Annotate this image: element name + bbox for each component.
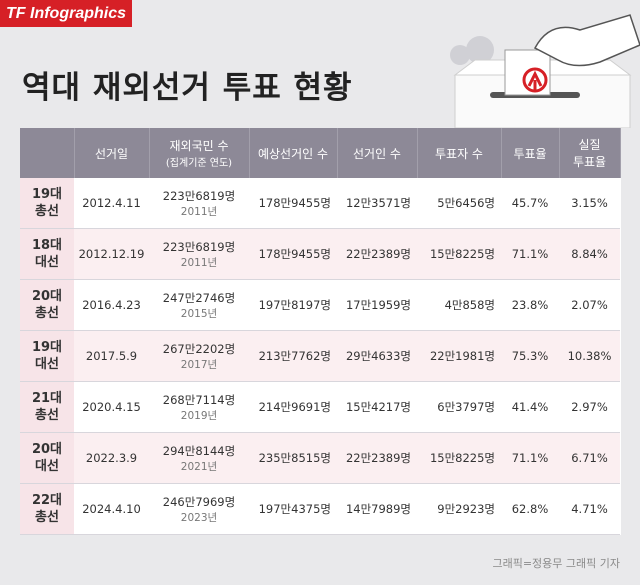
expected-voters-cell: 214만9691명 — [249, 381, 337, 433]
turnout-count-cell: 5만6456명 — [417, 178, 501, 229]
turnout-count-cell: 22만1981명 — [417, 330, 501, 382]
base-year: 2019년 — [180, 409, 218, 422]
page-title: 역대 재외선거 투표 현황 — [22, 70, 353, 106]
table-row: 22대 총선 2024.4.10 246만7969명 2023년 197만4375명 14만… — [20, 483, 620, 535]
election-name-cell: 19대 총선 — [20, 178, 74, 229]
column-header-label: 선거일 — [94, 146, 129, 161]
real-turnout-cell: 2.97% — [559, 381, 620, 433]
election-name-cell: 21대 총선 — [20, 381, 74, 433]
turnout-rate-cell: 41.4% — [501, 381, 559, 433]
election-name-cell: 18대 대선 — [20, 228, 74, 280]
date-cell: 2017.5.9 — [74, 330, 149, 382]
column-header: 선거인 수 — [337, 128, 418, 178]
voters-cell: 14만7989명 — [337, 483, 417, 535]
date-cell: 2012.12.19 — [74, 228, 149, 280]
table-row: 19대 총선 2012.4.11 223만6819명 2011년 178만9455명 12만… — [20, 178, 620, 229]
turnout-rate-cell: 62.8% — [501, 483, 559, 535]
turnout-rate-cell: 75.3% — [501, 330, 559, 382]
turnout-rate-cell: 45.7% — [501, 178, 559, 229]
date-cell: 2016.4.23 — [74, 279, 149, 331]
table-row: 19대 대선 2017.5.9 267만2202명 2017년 213만7762명 29만4… — [20, 330, 620, 382]
column-header: 투표자 수 — [417, 128, 502, 178]
overseas-cell: 246만7969명 2023년 — [149, 483, 249, 535]
column-header: 선거일 — [74, 128, 150, 178]
voters-cell: 15만4217명 — [337, 381, 417, 433]
ballot-box-illustration — [450, 14, 640, 128]
table-header-row: 선거일 재외국민 수 (집계기준 연도) 예상선거인 수 선거인 수 투표자 수 투표율 실질… — [20, 128, 621, 178]
voters-cell: 29만4633명 — [337, 330, 417, 382]
base-year: 2011년 — [180, 256, 218, 269]
column-header-sub: 투표율 — [572, 155, 607, 169]
voters-cell: 22만2389명 — [337, 228, 417, 280]
overseas-cell: 294만8144명 2021년 — [149, 432, 249, 484]
table-row: 20대 총선 2016.4.23 247만2746명 2015년 197만8197명 17만… — [20, 279, 620, 331]
real-turnout-cell: 8.84% — [559, 228, 620, 280]
column-header-label: 선거인 수 — [353, 146, 401, 161]
voters-cell: 17만1959명 — [337, 279, 417, 331]
turnout-rate-cell: 71.1% — [501, 432, 559, 484]
column-header: 재외국민 수 (집계기준 연도) — [149, 128, 250, 178]
expected-voters-cell: 197만8197명 — [249, 279, 337, 331]
base-year: 2021년 — [180, 460, 218, 473]
expected-voters-cell: 213만7762명 — [249, 330, 337, 382]
date-cell: 2024.4.10 — [74, 483, 149, 535]
turnout-rate-cell: 71.1% — [501, 228, 559, 280]
overseas-cell: 223만6819명 2011년 — [149, 228, 249, 280]
date-cell: 2020.4.15 — [74, 381, 149, 433]
column-header-label: 투표율 — [513, 146, 547, 161]
real-turnout-cell: 6.71% — [559, 432, 620, 484]
election-table: 선거일 재외국민 수 (집계기준 연도) 예상선거인 수 선거인 수 투표자 수 투표율 실질… — [20, 128, 621, 535]
table-row: 20대 대선 2022.3.9 294만8144명 2021년 235만8515명 22만2… — [20, 432, 620, 484]
election-name-cell: 22대 총선 — [20, 483, 74, 535]
date-cell: 2012.4.11 — [74, 178, 149, 229]
overseas-cell: 247만2746명 2015년 — [149, 279, 249, 331]
credit-text: 그래픽=정용무 그래픽 기자 — [492, 557, 620, 570]
turnout-count-cell: 4만858명 — [417, 279, 501, 331]
column-header-sub: (집계기준 연도) — [165, 158, 233, 169]
turnout-count-cell: 15만8225명 — [417, 228, 501, 280]
election-name-cell: 19대 대선 — [20, 330, 74, 382]
base-year: 2011년 — [180, 205, 218, 218]
table-row: 21대 총선 2020.4.15 268만7114명 2019년 214만9691명 15만… — [20, 381, 620, 433]
column-header-label: 예상선거인 수 — [257, 146, 329, 161]
real-turnout-cell: 2.07% — [559, 279, 620, 331]
date-cell: 2022.3.9 — [74, 432, 149, 484]
turnout-rate-cell: 23.8% — [501, 279, 559, 331]
real-turnout-cell: 3.15% — [559, 178, 620, 229]
column-header: 투표율 — [501, 128, 560, 178]
column-header-label: 투표자 수 — [435, 146, 483, 161]
brand-logo: TF Infographics — [0, 0, 132, 27]
expected-voters-cell: 197만4375명 — [249, 483, 337, 535]
voters-cell: 22만2389명 — [337, 432, 417, 484]
real-turnout-cell: 4.71% — [559, 483, 620, 535]
overseas-cell: 223만6819명 2011년 — [149, 178, 249, 229]
turnout-count-cell: 9만2923명 — [417, 483, 501, 535]
column-header-label: 재외국민 수 — [169, 139, 229, 153]
column-header-label: 실질 — [578, 138, 601, 152]
base-year: 2015년 — [180, 307, 218, 320]
overseas-cell: 268만7114명 2019년 — [149, 381, 249, 433]
turnout-count-cell: 6만3797명 — [417, 381, 501, 433]
expected-voters-cell: 178만9455명 — [249, 228, 337, 280]
column-header: 예상선거인 수 — [249, 128, 338, 178]
base-year: 2017년 — [180, 358, 218, 371]
overseas-cell: 267만2202명 2017년 — [149, 330, 249, 382]
table-row: 18대 대선 2012.12.19 223만6819명 2011년 178만9455명 22… — [20, 228, 620, 280]
turnout-count-cell: 15만8225명 — [417, 432, 501, 484]
column-header — [20, 128, 75, 178]
expected-voters-cell: 235만8515명 — [249, 432, 337, 484]
voters-cell: 12만3571명 — [337, 178, 417, 229]
election-name-cell: 20대 총선 — [20, 279, 74, 331]
expected-voters-cell: 178만9455명 — [249, 178, 337, 229]
base-year: 2023년 — [180, 511, 218, 524]
real-turnout-cell: 10.38% — [559, 330, 620, 382]
election-name-cell: 20대 대선 — [20, 432, 74, 484]
